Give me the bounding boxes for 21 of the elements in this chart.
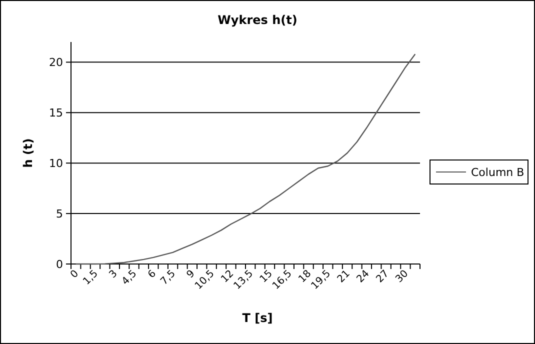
x-tick-label: 7,5 bbox=[158, 268, 178, 288]
x-tick-label: 4,5 bbox=[120, 268, 140, 288]
y-tick-label: 0 bbox=[56, 258, 63, 271]
chart-title: Wykres h(t) bbox=[218, 13, 298, 27]
x-tick-label: 27 bbox=[374, 268, 392, 286]
y-tick-label: 5 bbox=[56, 208, 63, 221]
x-tick-label: 6 bbox=[146, 268, 159, 281]
line-series bbox=[75, 54, 416, 265]
x-tick-label: 3 bbox=[107, 268, 120, 281]
x-tick-label: 1,5 bbox=[81, 268, 100, 288]
y-tick-label: 15 bbox=[49, 106, 63, 120]
x-tick-label: 0 bbox=[68, 268, 81, 281]
legend-label: Column B bbox=[471, 166, 524, 179]
y-tick-label: 20 bbox=[49, 56, 63, 70]
y-tick-label: 10 bbox=[49, 157, 63, 170]
x-tick-label: 24 bbox=[355, 268, 372, 286]
x-tick-label: 21 bbox=[336, 268, 352, 286]
y-axis-title: h (t) bbox=[21, 138, 35, 168]
x-axis-title: T [s] bbox=[242, 311, 273, 325]
x-tick-label: 30 bbox=[394, 268, 411, 286]
x-tick-label: 9 bbox=[185, 268, 198, 281]
